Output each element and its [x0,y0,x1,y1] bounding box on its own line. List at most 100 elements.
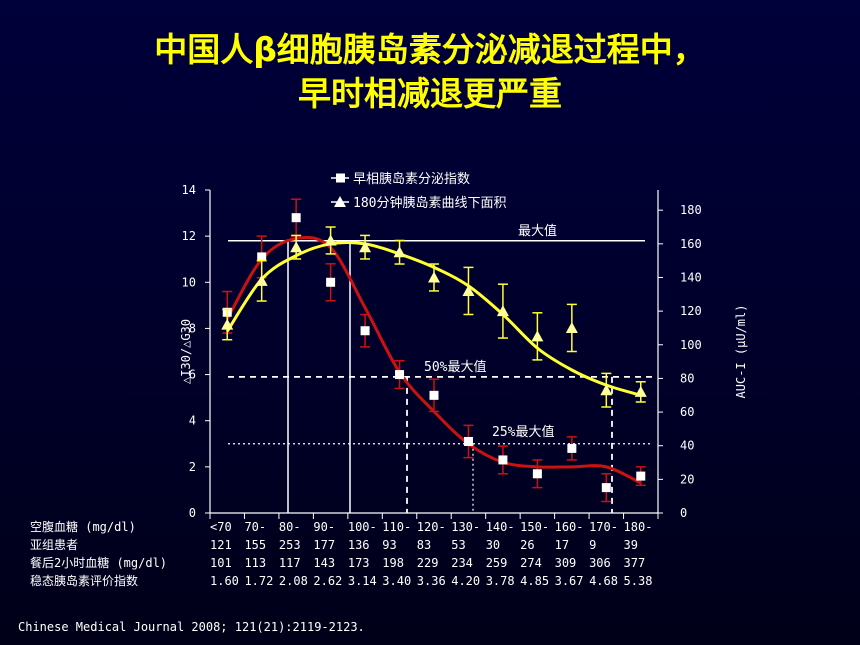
series-2-point [290,241,303,253]
y-right-tick-label: 80 [680,371,694,385]
table-cell: 160- [555,520,584,534]
table-cell: 4.20 [451,574,480,588]
series-1-point [601,483,611,493]
table-row-label: 稳态胰岛素评价指数 [30,573,138,588]
table-cell: 117 [279,556,301,570]
table-row-label: 亚组患者 [30,538,78,552]
table-row-label: 餐后2小时血糖 (mg/dl) [30,555,167,570]
table-cell: 173 [348,556,370,570]
table-cell: 4.85 [520,574,549,588]
table-cell: 83 [417,538,431,552]
y-right-tick-label: 140 [680,270,702,284]
series-1-point [395,370,405,380]
y-right-axis-label: AUC-I (μU/ml) [734,305,748,399]
series-1-point [257,252,267,262]
y-right-tick-label: 100 [680,338,702,352]
table-cell: 3.40 [382,574,411,588]
y-right-tick-label: 160 [680,237,702,251]
table-row-label: 空腹血糖 (mg/dl) [30,519,136,534]
table-cell: 2.62 [313,574,342,588]
y-left-tick-label: 2 [189,460,196,474]
table-cell: 177 [313,538,335,552]
title-line-1: 中国人β细胞胰岛素分泌减退过程中， [154,30,706,69]
table-cell: 2.08 [279,574,308,588]
series-2-point [600,384,613,396]
series-2-point [634,385,647,397]
legend-1-label: 早相胰岛素分泌指数 [353,171,470,187]
table-cell: 120- [417,520,446,534]
legend-1-marker [336,173,345,183]
half-max-value-label: 50%最大值 [424,359,486,375]
table-cell: 110- [382,520,411,534]
table-cell: 253 [279,538,301,552]
table-cell: 140- [486,520,515,534]
table-cell: 30 [486,538,500,552]
series-1-point [567,443,577,453]
title-line-2: 早时相减退更严重 [298,74,562,113]
y-left-tick-label: 4 [189,414,196,428]
max-value-label: 最大值 [518,223,557,239]
series-1-point [463,436,473,446]
y-right-tick-label: 0 [680,506,687,520]
y-left-tick-label: 12 [182,229,196,243]
table-cell: 70- [244,520,266,534]
series-1-point [636,471,646,481]
series-2-point [462,284,475,296]
table-cell: 3.67 [555,574,584,588]
series-1-point [532,469,542,479]
table-cell: 130- [451,520,480,534]
y-left-tick-label: 8 [189,321,196,335]
table-cell: <70 [210,520,232,534]
y-right-tick-label: 20 [680,472,694,486]
series-2-point [428,271,440,283]
table-cell: 198 [382,556,404,570]
y-left-tick-label: 6 [189,368,196,382]
table-cell: 93 [382,538,396,552]
slide-title: 中国人β细胞胰岛素分泌减退过程中， 早时相减退更严重 [0,28,860,116]
table-cell: 170- [589,520,618,534]
table-cell: 90- [313,520,335,534]
series-2-point [531,330,544,342]
table-cell: 39 [624,538,638,552]
table-cell: 101 [210,556,232,570]
table-cell: 26 [520,538,534,552]
table-cell: 259 [486,556,508,570]
y-right-tick-label: 180 [680,203,702,217]
y-left-tick-label: 10 [182,275,196,289]
series-1-point [429,390,439,400]
table-cell: 234 [451,556,473,570]
table-cell: 3.14 [348,574,377,588]
y-left-tick-label: 0 [189,506,196,520]
y-right-tick-label: 120 [680,304,702,318]
table-cell: 3.78 [486,574,515,588]
table-cell: 180- [624,520,653,534]
table-cell: 155 [244,538,266,552]
series-2-point [359,241,372,253]
table-cell: 229 [417,556,439,570]
series-2-point [255,274,268,286]
table-cell: 274 [520,556,542,570]
series-2-point [565,321,578,333]
legend-2-marker [334,196,346,207]
series-1-point [360,326,370,336]
y-left-tick-label: 14 [182,183,196,197]
table-cell: 306 [589,556,611,570]
table-cell: 4.68 [589,574,618,588]
table-cell: 100- [348,520,377,534]
table-cell: 5.38 [624,574,653,588]
series-2-point [393,246,406,258]
y-right-tick-label: 60 [680,405,694,419]
table-cell: 113 [244,556,266,570]
table-cell: 9 [589,538,596,552]
table-cell: 1.72 [244,574,273,588]
series-1-point [291,213,301,223]
series-2-point [221,318,234,330]
series-2-point [324,234,337,246]
table-cell: 80- [279,520,301,534]
table-cell: 121 [210,538,232,552]
table-cell: 17 [555,538,569,552]
series-2-point [496,305,509,317]
table-cell: 309 [555,556,577,570]
citation: Chinese Medical Journal 2008; 121(21):21… [18,620,365,634]
series-1-point [326,277,336,287]
